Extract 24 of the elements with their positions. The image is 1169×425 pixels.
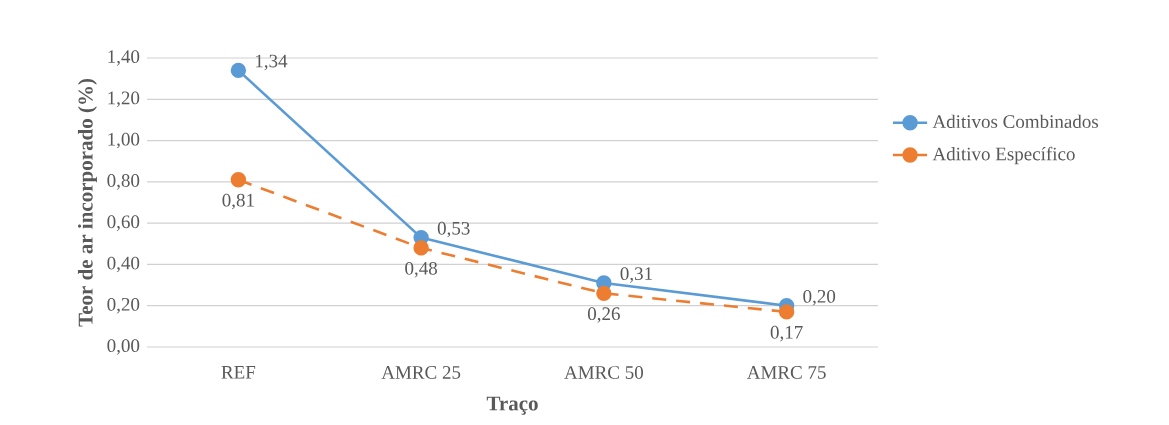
legend-label: Aditivos Combinados (932, 114, 1099, 129)
data-label: 0,31 (620, 267, 652, 283)
y-tick-label: 0,40 (107, 256, 140, 273)
y-tick-label: 0,20 (107, 297, 140, 314)
x-tick-label: AMRC 75 (746, 366, 826, 379)
data-label: 0,53 (437, 221, 470, 238)
x-tick-label: AMRC 50 (564, 366, 643, 379)
y-tick-label: 0,00 (107, 339, 140, 355)
y-tick-label: 1,20 (108, 91, 140, 108)
y-axis-title: Teor de ar incorporado (%) (77, 79, 97, 327)
y-tick-label: 1,00 (108, 132, 140, 149)
data-label: 0,17 (770, 325, 803, 342)
data-label: 0,26 (587, 307, 620, 323)
x-tick-label: AMRC 25 (381, 366, 461, 379)
legend-label: Aditivo Específico (932, 146, 1075, 165)
data-label: 1,34 (256, 54, 288, 71)
data-label: 0,20 (803, 289, 836, 306)
y-tick-label: 1,40 (108, 50, 140, 66)
x-axis-title: Traço (486, 396, 538, 415)
y-tick-label: 0,60 (107, 215, 140, 231)
data-label: 0,48 (405, 261, 438, 278)
x-tick-label: REF (221, 366, 256, 379)
data-label: 0,81 (222, 193, 254, 210)
y-tick-label: 0,80 (107, 174, 140, 190)
